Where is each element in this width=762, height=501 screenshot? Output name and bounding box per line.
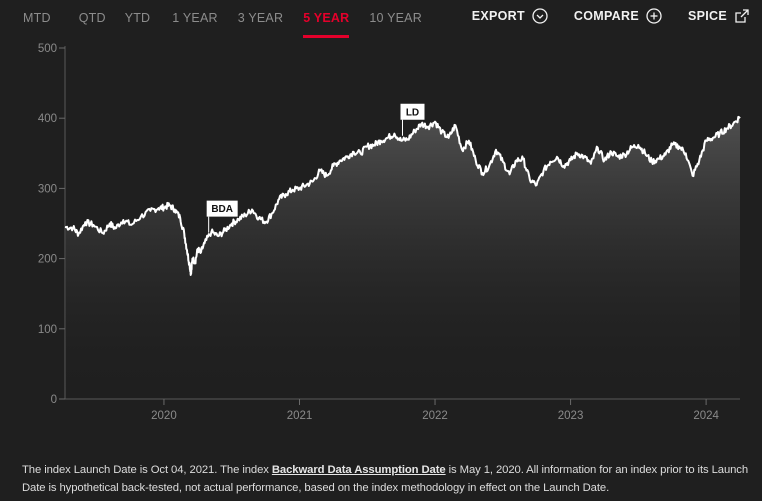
spice-button[interactable]: SPICE [688,8,750,24]
x-tick-label: 2021 [287,410,313,422]
x-tick-label: 2023 [558,410,584,422]
x-tick-label: 2020 [151,410,177,422]
chart-annotations: BDA LD [206,103,425,233]
tab-ytd[interactable]: YTD [124,11,151,25]
export-label: EXPORT [471,9,525,23]
performance-chart: 0 100 200 300 400 500 2020 2021 2022 2023 2024 BDA… [38,43,741,422]
y-tick-label: 200 [38,254,57,266]
timeframe-tabs: MTD QTD YTD 1 YEAR 3 YEAR 5 YEAR 10 YEAR [0,0,422,38]
tab-mtd[interactable]: MTD [23,11,51,25]
annotation-marker [400,103,425,120]
annotation-bda-label: BDA [211,204,233,215]
annotation-marker [206,200,238,217]
y-tick-label: 300 [38,183,57,195]
tab-5-year[interactable]: 5 YEAR [303,0,350,38]
tab-10-year[interactable]: 10 YEAR [369,11,422,25]
tab-3-year[interactable]: 3 YEAR [237,11,284,25]
y-tick-label: 400 [38,113,57,125]
spice-label: SPICE [687,9,727,23]
chart-actions: EXPORT COMPARE SPICE [472,8,750,24]
launch-date-disclaimer: The index Launch Date is Oct 04, 2021. T… [22,461,752,497]
disclaimer-text-start: The index Launch Date is Oct 04, 2021. T… [22,464,272,476]
disclaimer-text-end: is May 1, 2020. All information for an i… [22,464,749,494]
tab-1-year[interactable]: 1 YEAR [172,11,218,25]
chevron-down-circle-icon [532,8,548,24]
export-button[interactable]: EXPORT [472,8,548,24]
external-link-icon [735,9,749,23]
y-tick-label: 500 [38,43,57,55]
compare-label: COMPARE [573,9,639,23]
plus-circle-icon [646,8,662,24]
bda-link[interactable]: Backward Data Assumption Date [271,464,446,476]
series-area [65,116,740,400]
series-line [64,115,741,276]
annotation-ld-label: LD [406,107,419,118]
y-tick-label: 0 [51,394,57,406]
tab-qtd[interactable]: QTD [78,11,106,25]
x-tick-label: 2022 [422,410,448,422]
y-tick-label: 100 [38,324,57,336]
x-tick-label: 2024 [693,410,719,422]
compare-button[interactable]: COMPARE [574,8,662,24]
